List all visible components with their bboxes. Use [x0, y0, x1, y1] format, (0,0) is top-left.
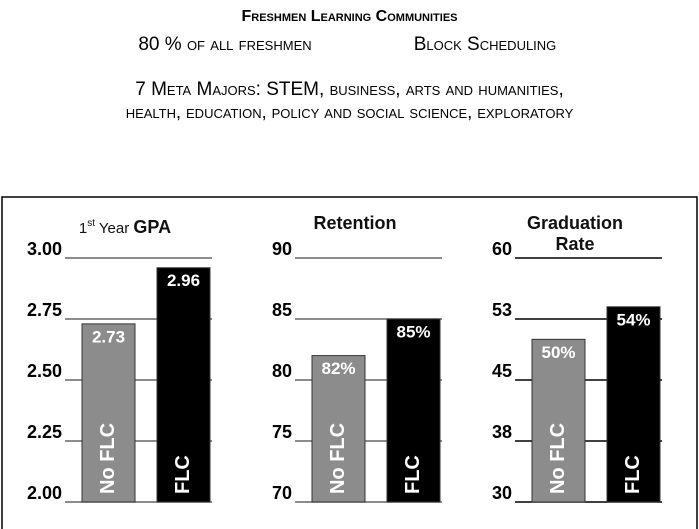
title-part: 1: [78, 220, 88, 237]
y-tick-label: 45: [492, 361, 512, 381]
bar: [606, 306, 661, 503]
title-part: GPA: [133, 217, 172, 237]
y-tick-label: 2.50: [27, 361, 62, 381]
y-tick-label: 75: [272, 422, 292, 442]
page-title: Freshmen Learning Communities: [241, 8, 458, 25]
y-tick-label: 30: [492, 483, 512, 503]
bar: [531, 338, 586, 503]
value-label: 2.96: [167, 271, 200, 290]
bar: [386, 318, 441, 503]
chart-title: Retention: [290, 213, 420, 234]
value-label: 82%: [321, 359, 355, 378]
majors-line: 7 Meta Majors: STEM, business, arts and …: [135, 79, 564, 100]
y-tick-label: 2.75: [27, 300, 62, 320]
y-tick-label: 60: [492, 239, 512, 259]
title-part: Year: [95, 220, 134, 237]
value-label: 2.73: [92, 327, 125, 346]
y-tick-label: 80: [272, 361, 292, 381]
y-tick-label: 38: [492, 422, 512, 442]
category-label: FLC: [622, 455, 644, 494]
category-label: No FLC: [97, 423, 119, 494]
value-label: 85%: [396, 322, 430, 341]
y-tick-label: 3.00: [27, 239, 62, 259]
bar: [156, 267, 211, 503]
chart-title: 1st Year GPA: [60, 213, 190, 239]
title-part: st: [87, 218, 96, 229]
bar: [311, 355, 366, 503]
title-part: Graduation Rate: [526, 213, 623, 254]
category-label: No FLC: [327, 423, 349, 494]
bar: [81, 323, 136, 503]
frame: [1, 196, 698, 529]
chart-title: Graduation Rate: [510, 213, 640, 255]
y-tick-label: 70: [272, 483, 292, 503]
category-label: FLC: [402, 455, 424, 494]
y-tick-label: 53: [492, 300, 512, 320]
y-tick-label: 2.00: [27, 483, 62, 503]
value-label: 50%: [541, 343, 575, 362]
category-label: FLC: [172, 455, 194, 494]
title-part: Retention: [313, 213, 397, 233]
y-tick-label: 85: [272, 300, 292, 320]
value-label: 54%: [616, 310, 650, 329]
category-label: No FLC: [547, 423, 569, 494]
fact: Block Scheduling: [413, 34, 557, 55]
majors-line: health, education, policy and social sci…: [125, 102, 574, 122]
fact: 80 % of all freshmen: [138, 34, 312, 55]
y-tick-label: 90: [272, 239, 292, 259]
y-tick-label: 2.25: [27, 422, 62, 442]
